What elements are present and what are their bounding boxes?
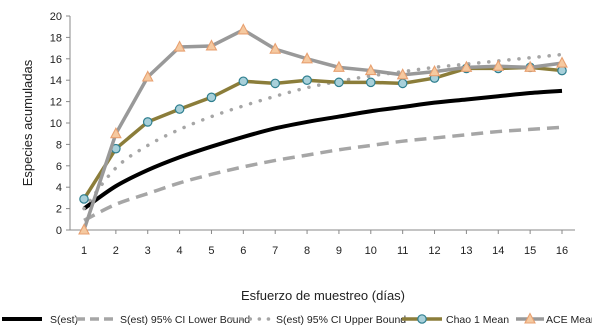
series-s-est <box>82 88 563 211</box>
x-tick-label: 7 <box>272 245 278 257</box>
y-tick-label: 14 <box>50 75 62 87</box>
x-tick-label: 9 <box>336 245 342 257</box>
data-point <box>301 52 313 64</box>
data-point <box>365 77 376 88</box>
x-tick-label: 8 <box>304 245 310 257</box>
x-tick-label: 11 <box>397 245 408 257</box>
data-point <box>428 64 441 77</box>
data-point <box>460 60 473 72</box>
data-point <box>333 60 345 72</box>
y-tick-label: 0 <box>56 225 62 237</box>
data-point <box>397 78 408 89</box>
data-point <box>492 59 505 71</box>
series-layer <box>78 23 568 235</box>
legend-marker <box>524 312 536 324</box>
data-point <box>556 56 568 68</box>
y-tick-label: 12 <box>50 97 62 109</box>
legend-label: S(est) 95% CI Upper Bound <box>276 314 406 326</box>
legend-item: ACE Mean <box>516 312 592 326</box>
y-tick-label: 6 <box>56 161 62 173</box>
legend-label: S(est) 95% CI Lower Bound <box>120 314 250 326</box>
data-point <box>237 23 250 35</box>
data-point <box>174 104 185 114</box>
y-axis-title: Especies acumuladas <box>20 59 35 186</box>
y-tick-label: 8 <box>56 139 62 151</box>
y-tick-label: 20 <box>50 11 62 23</box>
legend-marker <box>417 314 427 324</box>
x-axis-title: Esfuerzo de muestreo (días) <box>241 288 405 303</box>
data-point <box>269 42 282 54</box>
legend-label: S(est) <box>50 314 78 326</box>
data-point <box>78 223 90 235</box>
legend-label: ACE Mean <box>546 314 592 326</box>
series-line <box>82 27 563 231</box>
x-tick-label: 13 <box>460 245 472 257</box>
x-tick-label: 4 <box>177 245 183 257</box>
data-point <box>524 60 537 72</box>
series-ace-mean <box>78 23 568 235</box>
series-line <box>82 88 563 211</box>
legend-item: S(est) 95% CI Lower Bound <box>76 314 250 326</box>
x-tick-label: 10 <box>365 245 377 257</box>
x-tick-label: 16 <box>556 245 568 257</box>
data-point <box>238 76 249 87</box>
data-point <box>270 78 280 89</box>
x-tick-label: 1 <box>81 245 87 257</box>
series-line <box>83 125 563 222</box>
x-tick-label: 3 <box>145 245 151 257</box>
data-point <box>206 92 217 103</box>
y-tick-label: 10 <box>50 118 62 130</box>
x-tick-label: 5 <box>208 245 214 257</box>
y-tick-label: 16 <box>50 54 62 66</box>
x-tick-label: 2 <box>113 245 119 257</box>
data-point <box>364 63 377 76</box>
x-tick-label: 15 <box>524 245 536 257</box>
data-point <box>79 194 89 204</box>
data-point <box>142 117 153 127</box>
x-tick-label: 6 <box>240 245 246 257</box>
data-point <box>109 127 122 139</box>
legend-item: Chao 1 Mean <box>402 314 509 326</box>
data-point <box>173 40 186 52</box>
data-point <box>205 39 218 51</box>
data-point <box>141 70 154 82</box>
y-tick-label: 4 <box>56 182 62 194</box>
data-point <box>334 77 344 88</box>
y-tick-label: 18 <box>50 32 62 44</box>
x-tick-label: 14 <box>492 245 504 257</box>
data-point <box>302 75 312 85</box>
legend-item: S(est) <box>2 314 78 326</box>
legend-item: S(est) 95% CI Upper Bound <box>230 314 406 326</box>
legend-label: Chao 1 Mean <box>446 314 509 326</box>
legend: S(est) S(est) 95% CI Lower Bound S(est) 95… <box>2 312 592 326</box>
y-tick-label: 2 <box>56 204 62 216</box>
data-point <box>396 68 409 80</box>
x-tick-label: 12 <box>428 245 440 257</box>
series-s-est-95-ci-lower-bound <box>83 125 563 222</box>
